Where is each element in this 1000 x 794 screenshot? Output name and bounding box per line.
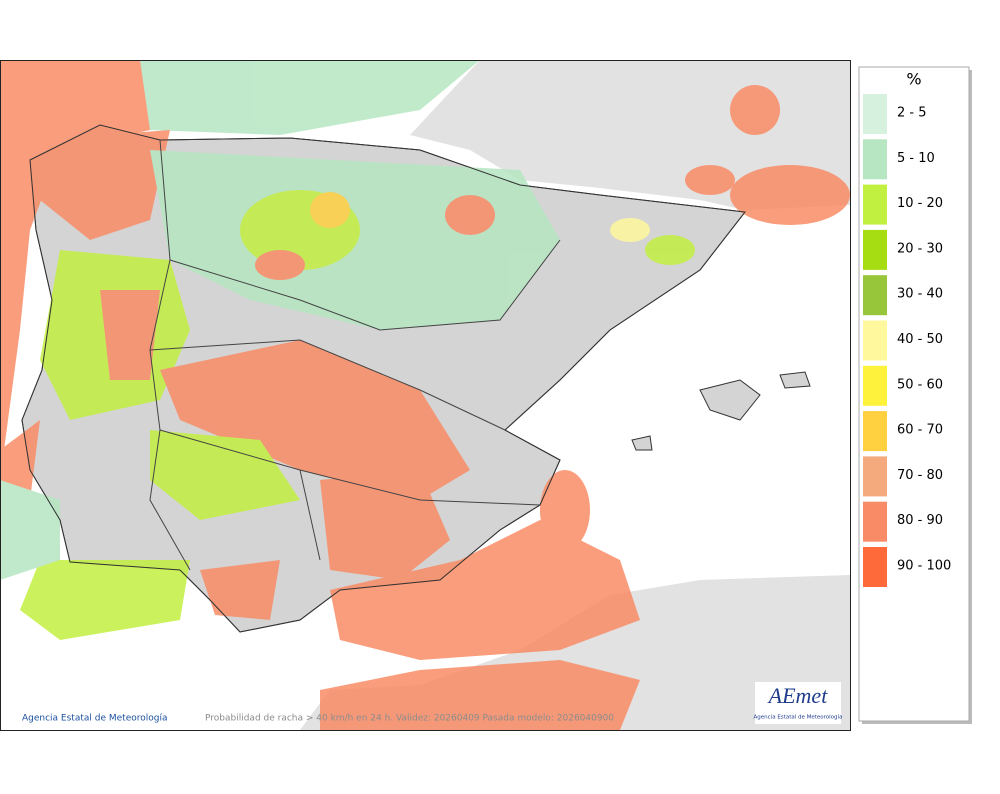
legend-label: 60 - 70	[897, 423, 943, 438]
legend-label: 50 - 60	[897, 377, 943, 392]
legend-label: 90 - 100	[897, 559, 951, 574]
caption: Probabilidad de racha > 40 km/h en 24 h.…	[205, 714, 614, 724]
legend-label: 70 - 80	[897, 468, 943, 483]
legend-label: 20 - 30	[897, 241, 943, 256]
legend-swatch	[863, 320, 887, 361]
coastline	[21, 124, 746, 633]
legend-label: 5 - 10	[897, 151, 935, 166]
logo-subtitle: Agencia Estatal de Meteorología	[754, 714, 843, 721]
legend-swatch	[863, 139, 887, 180]
logo-box	[755, 682, 841, 724]
borders	[149, 139, 561, 571]
legend-title: %	[906, 70, 921, 89]
legend-swatch	[863, 275, 887, 316]
legend-label: 80 - 90	[897, 513, 943, 528]
credit: Agencia Estatal de Meteorología	[22, 714, 168, 724]
logo: AEmet Agencia Estatal de Meteorología	[754, 682, 843, 724]
probability-fields	[0, 60, 850, 730]
legend-label: 2 - 5	[897, 106, 927, 121]
legend-swatch	[863, 501, 887, 542]
map	[0, 60, 850, 730]
logo-name: AEmet	[767, 683, 829, 708]
map-frame	[0, 60, 851, 731]
legend-label: 30 - 40	[897, 287, 943, 302]
legend-items: 2 - 5 5 - 10 10 - 20 20 - 30 30 - 40 40 - 50 5…	[863, 94, 951, 587]
legend-swatch	[863, 456, 887, 497]
legend-label: 10 - 20	[897, 196, 943, 211]
legend-swatch	[863, 365, 887, 406]
legend-swatch	[863, 94, 887, 134]
legend-swatch	[863, 411, 887, 452]
islands	[631, 371, 811, 451]
legend-swatch	[863, 547, 887, 587]
legend-swatch	[863, 229, 887, 270]
legend-swatch	[863, 184, 887, 225]
legend-label: 40 - 50	[897, 332, 943, 347]
